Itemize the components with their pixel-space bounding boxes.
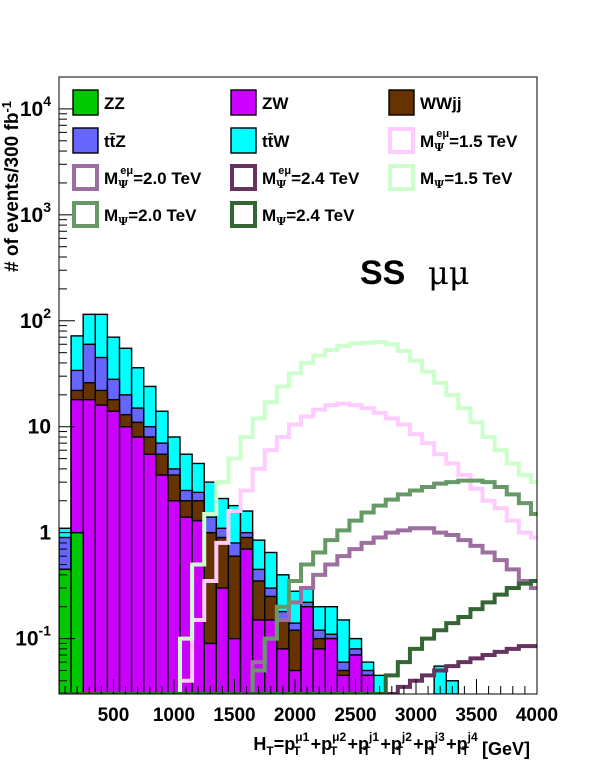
x-tick-label: 1000 xyxy=(153,705,195,726)
legend-swatch xyxy=(230,164,257,191)
y-tick-label: 1 xyxy=(39,522,51,545)
x-tick-label: 4000 xyxy=(516,705,558,726)
legend-label: WWjj xyxy=(420,94,462,113)
x-tick-label: 3500 xyxy=(455,705,497,726)
y-tick-label: 104 xyxy=(20,93,51,121)
legend-swatch xyxy=(388,89,415,116)
background-stack xyxy=(59,313,460,694)
bar-ZW-20 xyxy=(300,606,314,694)
x-tick-label: 500 xyxy=(98,705,130,726)
x-axis: 500 1000 1500 2000 2500 3000 3500 4000 xyxy=(64,679,558,726)
legend-label: MΨeμ=2.4 TeV xyxy=(262,165,360,191)
bar-ZW-22 xyxy=(324,637,339,694)
legend-label: tt̄Z xyxy=(104,132,126,151)
bar-ZW-4 xyxy=(106,410,121,694)
legend-item-M_2p4: MΨ=2.4 TeV xyxy=(230,201,355,228)
y-axis-title-sup: -1 xyxy=(0,101,14,113)
signal-Mee_2p4 xyxy=(59,644,537,694)
bar-ZW-3 xyxy=(94,404,109,694)
annotation-mumu: μμ xyxy=(428,254,470,292)
signal-curves xyxy=(59,340,537,694)
bar-ZW-7 xyxy=(143,453,157,694)
x-tick-label: 2000 xyxy=(274,705,316,726)
legend-item-M_2p0: MΨ=2.0 TeV xyxy=(72,201,197,228)
bar-ZW-8 xyxy=(155,474,169,694)
y-axis: 10-1 1 10 102 103 104 xyxy=(15,76,75,695)
annotation-ss: SS xyxy=(360,254,405,292)
bar-ZW-5 xyxy=(118,426,133,694)
y-tick-label: 10 xyxy=(28,416,51,439)
x-axis-title-text: HT=pμ1 T +pμ2 T +pj1 T +pj2 T +pj3 T +pj4 T [GeV] xyxy=(253,730,530,759)
legend: ZZ ZW WWjj tt̄Z tt̄W MΨeμ=1.5 TeV MΨeμ=2.0 TeV… xyxy=(72,89,518,228)
y-axis-title-main: # of events/300 fb xyxy=(2,113,23,272)
legend-swatch xyxy=(72,164,99,191)
legend-swatch xyxy=(230,127,257,154)
legend-swatch xyxy=(230,89,257,116)
legend-item-ZW: ZW xyxy=(230,89,289,116)
legend-item-Mee_1p5: MΨeμ=1.5 TeV xyxy=(388,127,518,154)
legend-label: MΨeμ=1.5 TeV xyxy=(420,128,518,154)
x-tick-label: 3000 xyxy=(395,705,437,726)
legend-label: MΨ=2.4 TeV xyxy=(262,206,355,228)
legend-swatch xyxy=(230,201,257,228)
signal-M_2p4 xyxy=(59,578,537,694)
legend-label: ZW xyxy=(262,94,289,113)
y-axis-title: # of events/300 fb-1 xyxy=(0,101,23,272)
legend-swatch xyxy=(388,164,415,191)
bar-ZW-6 xyxy=(130,436,145,694)
x-tick-label: 2500 xyxy=(334,705,376,726)
stack-ZW xyxy=(59,398,375,694)
legend-swatch xyxy=(72,89,99,116)
plot-frame xyxy=(58,76,538,695)
x-tick-label: 1500 xyxy=(213,705,255,726)
legend-item-Mee_2p4: MΨeμ=2.4 TeV xyxy=(230,164,360,191)
x-axis-title: HT=pμ1 T +pμ2 T +pj1 T +pj2 T +pj3 T +pj4 T [GeV] xyxy=(253,730,530,759)
y-tick-label: 102 xyxy=(20,305,51,333)
legend-label: MΨ=2.0 TeV xyxy=(104,206,197,228)
legend-item-WWjj: WWjj xyxy=(388,89,462,116)
legend-item-Mee_2p0: MΨeμ=2.0 TeV xyxy=(72,164,202,191)
legend-label: MΨ=1.5 TeV xyxy=(420,169,513,191)
signal-M_2p0 xyxy=(59,478,537,694)
legend-item-ttW: tt̄W xyxy=(230,127,290,154)
y-tick-label: 10-1 xyxy=(15,623,51,651)
legend-label: MΨeμ=2.0 TeV xyxy=(104,165,202,191)
bar-ZW-2 xyxy=(82,398,97,694)
stack-ZZ xyxy=(59,531,84,694)
legend-item-M_1p5: MΨ=1.5 TeV xyxy=(388,164,513,191)
legend-swatch xyxy=(72,127,99,154)
y-tick-label: 103 xyxy=(20,199,51,227)
legend-item-ttZ: tt̄Z xyxy=(72,127,126,154)
bar-ZZ-1 xyxy=(70,531,84,694)
signal-M_1p5 xyxy=(59,340,537,694)
legend-swatch xyxy=(72,201,99,228)
legend-item-ZZ: ZZ xyxy=(72,89,125,116)
legend-label: tt̄W xyxy=(262,132,290,151)
signal-Mee_2p0 xyxy=(59,526,537,694)
legend-label: ZZ xyxy=(104,94,125,113)
bar-ZW-13 xyxy=(215,587,230,694)
legend-swatch xyxy=(388,127,415,154)
